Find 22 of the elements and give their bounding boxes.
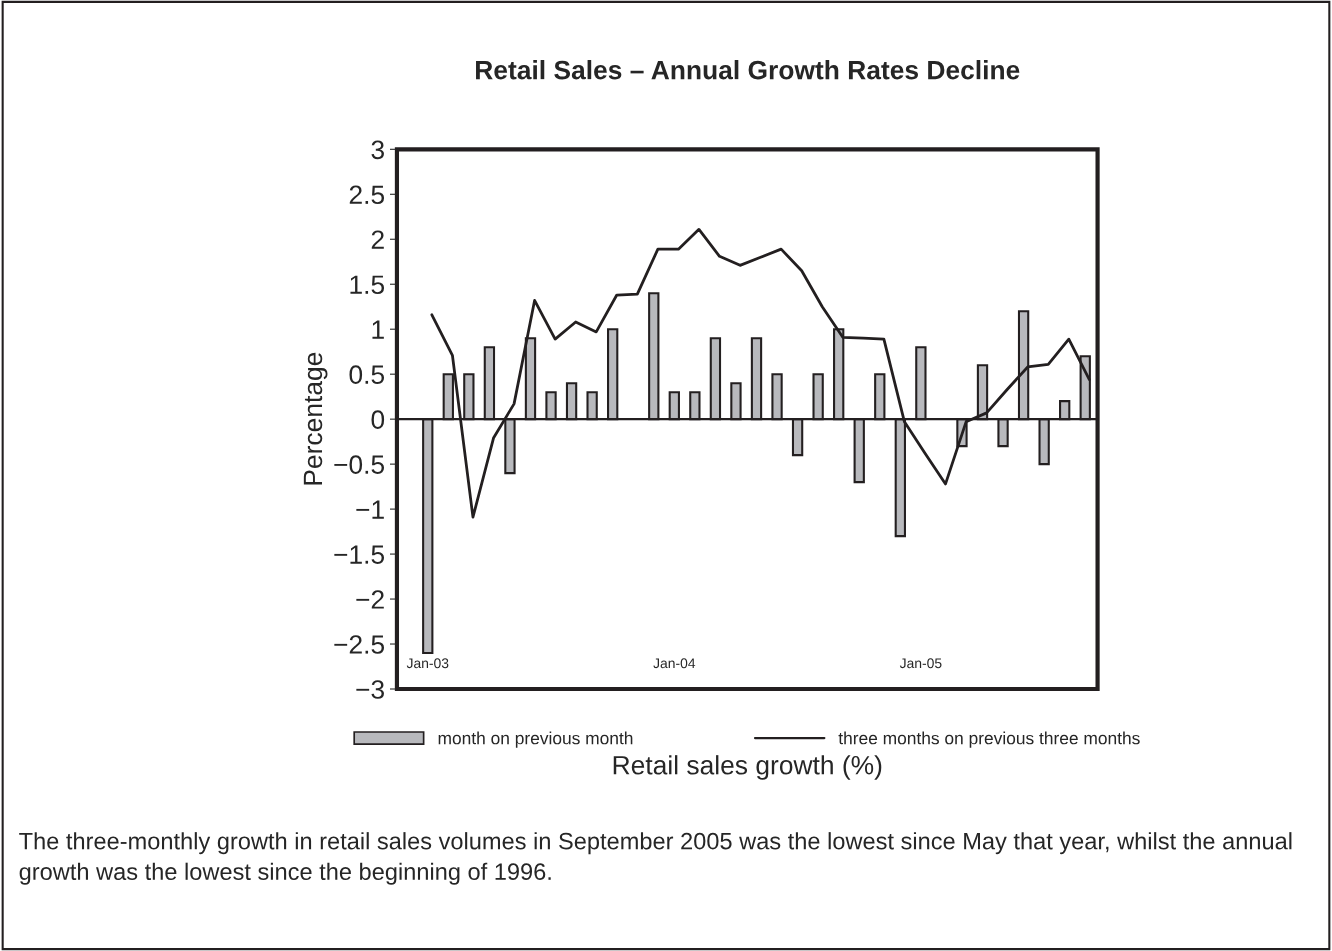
- y-tick-label: 1.5: [350, 275, 385, 295]
- y-tick-label: 2.5: [349, 185, 385, 205]
- y-tick-label: −0.5: [334, 455, 385, 474]
- y-tick-label: −1.5: [334, 545, 385, 564]
- y-tick-label: −1: [356, 500, 384, 519]
- chart-title: Retail Sales – Annual Growth Rates Decline: [476, 60, 1020, 80]
- legend-label: three months on previous three months: [838, 731, 1140, 748]
- x-tick-label: Jan-03: [406, 658, 449, 669]
- y-tick-label: 3: [371, 140, 384, 160]
- y-tick-label: −3: [356, 680, 384, 699]
- y-tick-label: 1: [372, 320, 384, 339]
- legend-label: month on previous month: [438, 731, 633, 748]
- y-tick-label: 2: [371, 230, 384, 249]
- x-tick-label: Jan-05: [899, 658, 942, 669]
- y-tick-label: −2.5: [334, 635, 385, 654]
- y-tick-label: −2: [356, 590, 384, 609]
- x-axis-title: Retail sales growth (%): [613, 755, 882, 780]
- y-axis-title: Percentage: [303, 352, 328, 485]
- y-tick-label: 0: [371, 410, 385, 429]
- y-tick-label: 0.5: [349, 365, 385, 384]
- text: The three-monthly growth in retail sales volumes in September 2005 was the lowest since May that year, whilst the annual growth was the lowest since the beginning of 1996.: [19, 832, 1292, 885]
- x-tick-label: Jan-04: [653, 658, 696, 669]
